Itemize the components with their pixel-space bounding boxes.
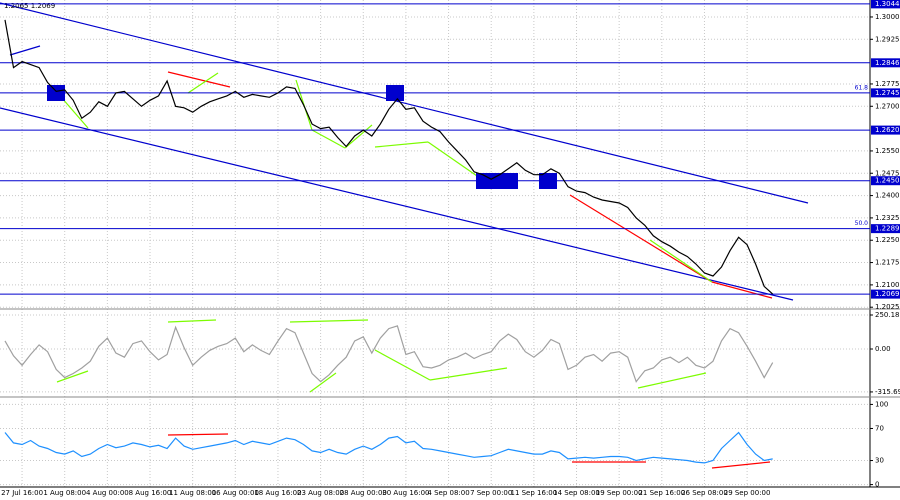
pattern-line [309,372,337,393]
x-tick-label: 23 Aug 08:00 [297,489,344,497]
pattern-line [374,349,431,381]
level-box [871,0,900,9]
level-label: 1.2620 [875,126,900,134]
y-tick-label: 0 [875,481,879,489]
y-tick-label: 100 [875,400,888,408]
y-tick-label: 1.2400 [875,192,900,200]
pattern-line [289,319,369,323]
level-label: 1.2289 [875,225,900,233]
pattern-line [311,129,346,149]
x-tick-label: 14 Sep 08:00 [553,489,600,497]
fib-label: 61.8 [855,84,869,91]
level-box [871,88,900,98]
pattern-line [569,194,713,283]
series-line [4,431,773,464]
pattern-line [649,239,713,283]
y-tick-label: 1.2175 [875,259,900,267]
pattern-line [344,124,373,149]
x-tick-label: 11 Aug 08:00 [169,489,216,497]
level-box [871,289,900,299]
trend-line [9,45,41,56]
level-label: 1.2069 [875,290,900,298]
x-tick-label: 18 Aug 16:00 [254,489,301,497]
pattern-line [167,319,217,323]
level-box [871,224,900,234]
x-tick-label: 30 Aug 16:00 [382,489,429,497]
pattern-line [429,367,508,381]
y-tick-label: 250.1868 [875,311,900,319]
x-tick-label: 26 Sep 08:00 [681,489,728,497]
x-tick-label: 1 Aug 08:00 [43,489,86,497]
x-tick-label: 8 Aug 16:00 [129,489,172,497]
x-tick-label: 11 Sep 16:00 [510,489,557,497]
x-tick-label: 21 Sep 16:00 [638,489,685,497]
channel-lower [0,107,794,301]
x-tick-label: 29 Sep 00:00 [724,489,771,497]
pattern-line [187,72,219,94]
y-tick-label: 1.2550 [875,147,900,155]
x-tick-label: 7 Sep 00:00 [470,489,512,497]
y-tick-label: -315.698 [875,388,900,396]
y-tick-label: 1.3000 [875,13,900,21]
pattern-line [167,433,229,436]
pattern-line [637,372,707,389]
series-line [4,325,774,383]
level-label: 1.2745 [875,89,900,97]
pattern-line [374,141,429,148]
level-label: 1.2450 [875,177,900,185]
level-box [871,58,900,68]
y-tick-label: 30 [875,457,884,465]
y-tick-label: 1.2250 [875,236,900,244]
pattern-line [711,281,773,299]
channel-upper [0,2,809,204]
pattern-line [167,71,231,88]
chart-header: 1.2065 1.2069 [4,2,55,10]
level-label: 1.2846 [875,59,900,67]
y-tick-label: 1.2100 [875,281,900,289]
fib-label: 50.0 [855,220,869,227]
x-tick-label: 16 Aug 00:00 [212,489,259,497]
pattern-line [711,461,771,469]
pattern-line [56,370,89,383]
level-box [871,176,900,186]
level-box [871,125,900,135]
x-tick-label: 4 Sep 08:00 [427,489,469,497]
y-tick-label: 1.2325 [875,214,900,222]
y-tick-label: 1.2925 [875,35,900,43]
series-line [4,19,774,295]
y-tick-label: 70 [875,424,884,432]
level-label: 1.3044 [875,0,900,8]
y-tick-label: 1.2775 [875,80,900,88]
x-tick-label: 4 Aug 00:00 [86,489,129,497]
frame [0,0,900,488]
x-tick-label: 19 Sep 00:00 [596,489,643,497]
x-tick-label: 27 Jul 16:00 [1,489,43,497]
x-tick-label: 28 Aug 00:00 [340,489,387,497]
y-tick-label: 1.2700 [875,102,900,110]
y-tick-label: 1.2475 [875,169,900,177]
y-tick-label: 0.00 [875,345,891,353]
y-tick-label: 1.2025 [875,303,900,311]
grid [0,0,870,487]
